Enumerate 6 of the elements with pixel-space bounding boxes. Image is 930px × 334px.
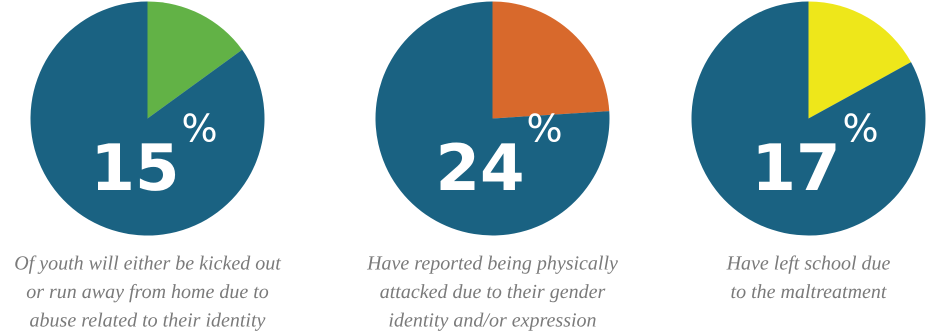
- text: Of youth will either be kicked out or run away from home due to abuse related to their identity: [14, 252, 282, 332]
- text: 15%: [90, 106, 218, 206]
- text: 17%: [751, 106, 879, 206]
- text: Have left school due to the maltreatment: [726, 252, 891, 304]
- text: 24%: [435, 106, 563, 206]
- text: Have reported being physically attacked due to their gender identity and/or expression: [366, 252, 618, 332]
